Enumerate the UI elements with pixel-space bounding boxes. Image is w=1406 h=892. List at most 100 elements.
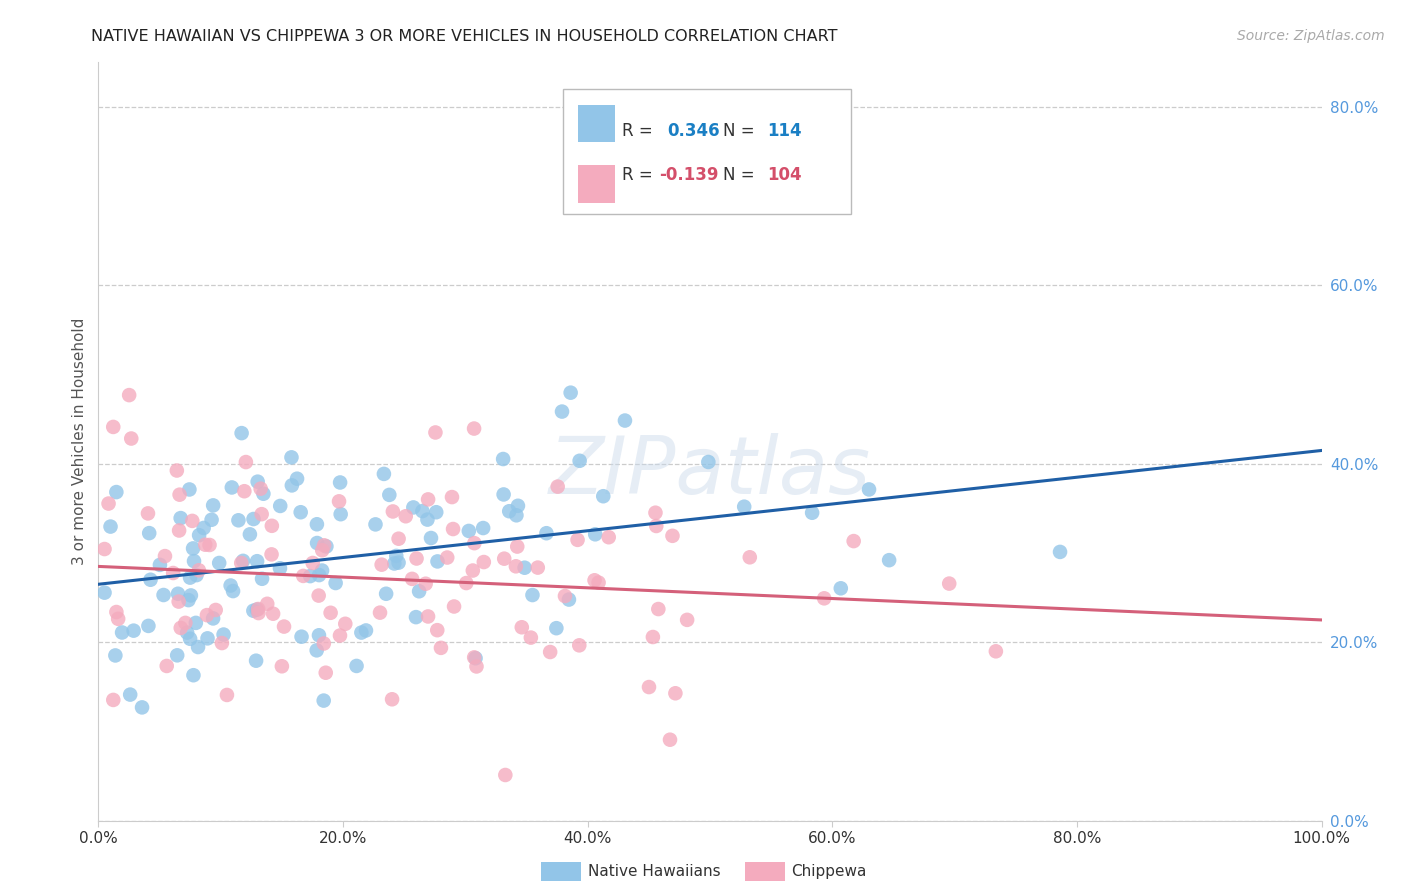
Point — [195, 608, 218, 623]
Point — [463, 536, 485, 550]
Point — [249, 482, 271, 496]
Point — [547, 480, 569, 494]
Point — [301, 556, 323, 570]
Point — [152, 588, 174, 602]
Point — [187, 563, 209, 577]
Point — [368, 606, 391, 620]
FancyBboxPatch shape — [564, 89, 851, 214]
Point — [305, 643, 328, 657]
Point — [105, 605, 128, 619]
Point — [381, 504, 404, 518]
Text: 0.346: 0.346 — [668, 121, 720, 140]
Point — [169, 488, 191, 502]
Point — [307, 536, 329, 550]
Point — [858, 483, 880, 497]
Point — [269, 561, 291, 575]
Point — [329, 475, 352, 490]
Point — [247, 602, 270, 616]
Point — [299, 569, 322, 583]
Point — [425, 505, 447, 519]
Point — [228, 513, 250, 527]
Point — [308, 628, 330, 642]
Point — [415, 576, 437, 591]
Text: -0.139: -0.139 — [658, 166, 718, 184]
Point — [416, 513, 439, 527]
Point — [568, 454, 591, 468]
Point — [169, 511, 191, 525]
Point — [308, 568, 330, 582]
Point — [181, 541, 204, 556]
Point — [387, 556, 409, 570]
Point — [465, 659, 488, 673]
Point — [308, 589, 330, 603]
Point — [252, 487, 274, 501]
Point — [211, 636, 233, 650]
Point — [242, 604, 264, 618]
Point — [329, 628, 352, 642]
FancyBboxPatch shape — [578, 165, 614, 202]
Point — [350, 625, 373, 640]
Point — [314, 538, 336, 552]
Point — [118, 388, 141, 402]
Text: Native Hawaiians: Native Hawaiians — [588, 864, 720, 879]
Point — [354, 624, 377, 638]
Point — [138, 619, 160, 633]
Text: ZIPatlas: ZIPatlas — [548, 433, 872, 511]
Point — [179, 632, 201, 646]
Point — [938, 576, 960, 591]
Point — [100, 519, 122, 533]
Point — [246, 475, 269, 489]
Point — [877, 553, 900, 567]
Point — [592, 489, 614, 503]
Point — [179, 571, 201, 585]
Point — [311, 564, 333, 578]
Point — [138, 526, 160, 541]
Point — [104, 648, 127, 663]
Point — [305, 517, 328, 532]
Point — [505, 559, 527, 574]
Point — [219, 578, 242, 592]
Point — [312, 636, 335, 650]
Point — [273, 619, 295, 633]
Point — [463, 650, 485, 665]
Point — [494, 551, 516, 566]
Point — [153, 549, 176, 563]
Point — [179, 483, 201, 497]
Point — [513, 560, 536, 574]
Point — [492, 487, 515, 501]
Point — [290, 505, 312, 519]
Point — [505, 508, 527, 523]
Point — [93, 585, 115, 599]
Text: Source: ZipAtlas.com: Source: ZipAtlas.com — [1237, 29, 1385, 43]
Point — [492, 452, 515, 467]
Point — [246, 602, 269, 616]
Point — [208, 556, 231, 570]
Text: Chippewa: Chippewa — [792, 864, 868, 879]
Point — [498, 504, 520, 518]
Point — [538, 645, 561, 659]
Point — [510, 620, 533, 634]
Point — [186, 568, 208, 582]
Point — [472, 521, 495, 535]
Point — [120, 688, 142, 702]
Point — [328, 494, 350, 508]
Point — [319, 606, 342, 620]
Point — [830, 582, 852, 596]
Point — [382, 557, 405, 571]
Point — [180, 589, 202, 603]
Point — [440, 490, 463, 504]
Point — [260, 518, 283, 533]
Point — [194, 538, 217, 552]
Point — [738, 550, 761, 565]
Point — [441, 522, 464, 536]
Point — [647, 602, 669, 616]
Point — [457, 524, 479, 538]
Point — [183, 668, 205, 682]
Point — [181, 514, 204, 528]
Point — [245, 654, 267, 668]
Point — [231, 556, 253, 570]
Point — [250, 507, 273, 521]
Point — [472, 555, 495, 569]
Point — [420, 531, 443, 545]
Point — [285, 472, 308, 486]
